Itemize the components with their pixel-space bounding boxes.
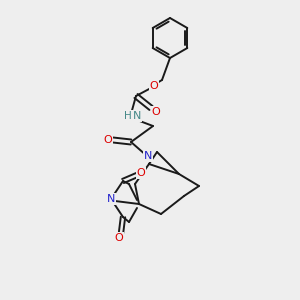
Text: N: N bbox=[133, 111, 141, 121]
Text: O: O bbox=[152, 107, 160, 117]
Text: N: N bbox=[144, 151, 152, 161]
Text: H: H bbox=[124, 111, 132, 121]
Text: O: O bbox=[103, 135, 112, 145]
Text: O: O bbox=[136, 168, 146, 178]
Text: O: O bbox=[115, 233, 123, 243]
Text: O: O bbox=[150, 81, 158, 91]
Text: N: N bbox=[107, 194, 115, 204]
